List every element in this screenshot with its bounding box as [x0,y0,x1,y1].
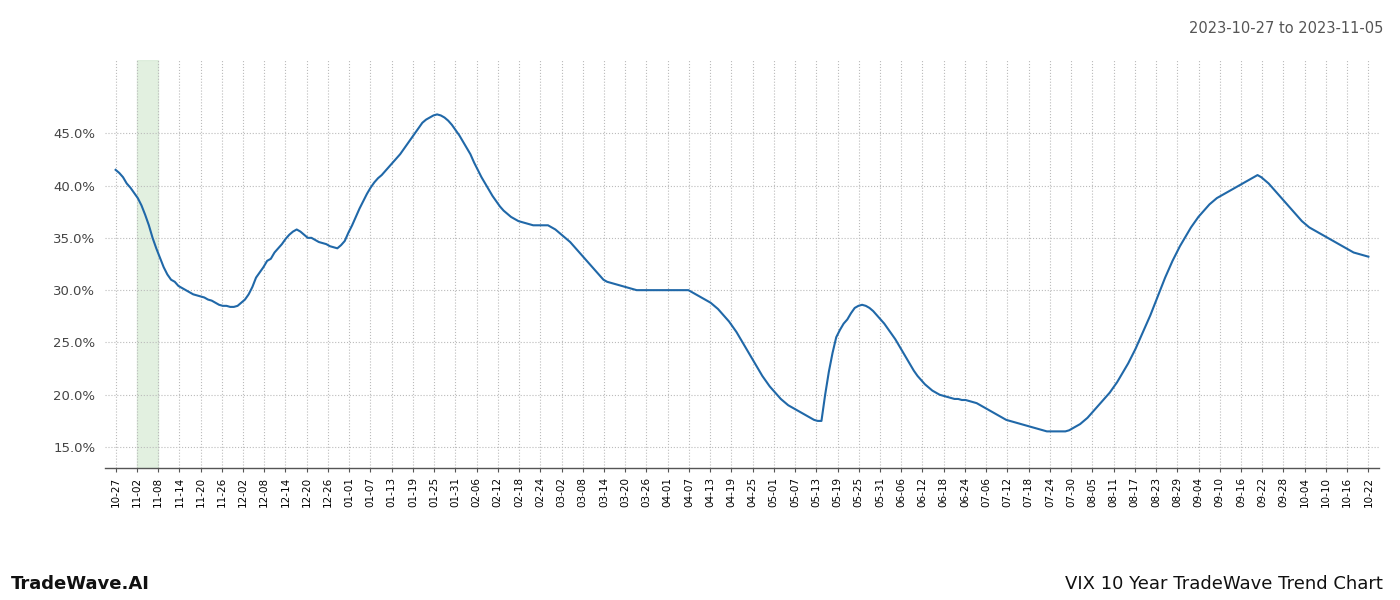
Text: 2023-10-27 to 2023-11-05: 2023-10-27 to 2023-11-05 [1189,21,1383,36]
Bar [137,60,158,468]
Text: VIX 10 Year TradeWave Trend Chart: VIX 10 Year TradeWave Trend Chart [1065,575,1383,593]
Text: TradeWave.AI: TradeWave.AI [11,575,150,593]
